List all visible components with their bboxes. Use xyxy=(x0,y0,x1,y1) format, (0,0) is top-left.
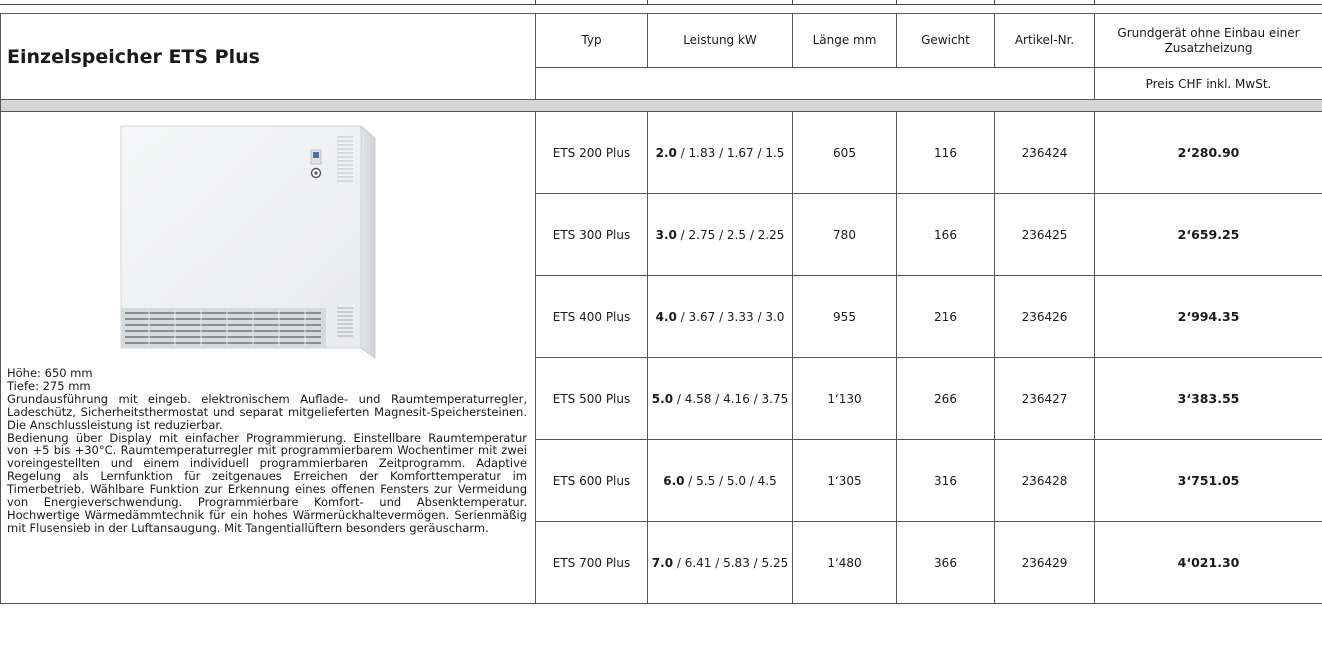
cell-artikel: 236424 xyxy=(994,111,1095,194)
section-divider xyxy=(0,99,1322,112)
description-features: Bedienung über Display mit einfacher Pro… xyxy=(7,430,527,535)
column-header-leistung: Leistung kW xyxy=(647,13,793,68)
cell-leistung: 3.0 / 2.75 / 2.5 / 2.25 xyxy=(647,193,793,276)
cell-gewicht: 166 xyxy=(896,193,995,276)
storage-heater-image xyxy=(113,120,413,363)
air-outlet-grille xyxy=(121,308,326,348)
cell-artikel: 236428 xyxy=(994,439,1095,522)
table-row: ETS 300 Plus 3.0 / 2.75 / 2.5 / 2.25 780… xyxy=(1,193,1322,276)
cell-preis: 2‘994.35 xyxy=(1094,275,1322,358)
power-steps: / 5.5 / 5.0 / 4.5 xyxy=(684,473,777,488)
cell-typ: ETS 400 Plus xyxy=(535,275,648,358)
cell-gewicht: 266 xyxy=(896,357,995,440)
power-main: 6.0 xyxy=(663,473,685,488)
product-price-table: Einzelspeicher ETS Plus Typ Leistung kW … xyxy=(0,13,1322,604)
table-row: ETS 400 Plus 4.0 / 3.67 / 3.33 / 3.0 955… xyxy=(1,275,1322,358)
product-description: Höhe: 650 mm Tiefe: 275 mm Grundausführu… xyxy=(7,367,527,535)
column-header-laenge: Länge mm xyxy=(792,13,897,68)
cell-laenge: 780 xyxy=(792,193,897,276)
cell-preis: 2‘280.90 xyxy=(1094,111,1322,194)
cell-typ: ETS 300 Plus xyxy=(535,193,648,276)
power-steps: / 6.41 / 5.83 / 5.25 xyxy=(673,555,789,570)
table-row: ETS 700 Plus 7.0 / 6.41 / 5.83 / 5.25 1‘… xyxy=(1,521,1322,604)
description-basic: Grundausführung mit eingeb. elektronisch… xyxy=(7,391,527,432)
cell-artikel: 236429 xyxy=(994,521,1095,604)
cell-laenge: 605 xyxy=(792,111,897,194)
cell-leistung: 7.0 / 6.41 / 5.83 / 5.25 xyxy=(647,521,793,604)
cell-leistung: 4.0 / 3.67 / 3.33 / 3.0 xyxy=(647,275,793,358)
cell-gewicht: 216 xyxy=(896,275,995,358)
table-row: ETS 600 Plus 6.0 / 5.5 / 5.0 / 4.5 1‘305… xyxy=(1,439,1322,522)
cell-laenge: 955 xyxy=(792,275,897,358)
cell-typ: ETS 600 Plus xyxy=(535,439,648,522)
power-main: 5.0 xyxy=(651,391,674,406)
column-header-gewicht: Gewicht xyxy=(896,13,995,68)
column-header-grundgeraet: Grundgerät ohne Einbau einer Zusatzheizu… xyxy=(1094,13,1322,68)
cell-laenge: 1‘305 xyxy=(792,439,897,522)
product-info-cell: Höhe: 650 mm Tiefe: 275 mm Grundausführu… xyxy=(0,111,536,604)
power-steps: / 4.58 / 4.16 / 3.75 xyxy=(673,391,789,406)
cell-leistung: 5.0 / 4.58 / 4.16 / 3.75 xyxy=(647,357,793,440)
control-panel xyxy=(310,149,322,179)
cell-laenge: 1‘130 xyxy=(792,357,897,440)
power-main: 7.0 xyxy=(651,555,674,570)
cell-typ: ETS 700 Plus xyxy=(535,521,648,604)
cell-typ: ETS 200 Plus xyxy=(535,111,648,194)
column-header-artikel: Artikel-Nr. xyxy=(994,13,1095,68)
table-row: ETS 500 Plus 5.0 / 4.58 / 4.16 / 3.75 1‘… xyxy=(1,357,1322,440)
cell-preis: 2‘659.25 xyxy=(1094,193,1322,276)
height-spec: Höhe: 650 mm xyxy=(7,366,93,380)
title-cell: Einzelspeicher ETS Plus xyxy=(0,13,536,100)
cell-artikel: 236425 xyxy=(994,193,1095,276)
power-steps: / 2.75 / 2.5 / 2.25 xyxy=(676,227,785,242)
price-currency-label: Preis CHF inkl. MwSt. xyxy=(1094,67,1322,100)
power-main: 2.0 xyxy=(655,145,677,160)
cell-gewicht: 116 xyxy=(896,111,995,194)
previous-table-edge xyxy=(0,0,1322,5)
cell-gewicht: 316 xyxy=(896,439,995,522)
power-main: 4.0 xyxy=(655,309,677,324)
subheader-spacer xyxy=(535,67,1095,100)
cell-leistung: 2.0 / 1.83 / 1.67 / 1.5 xyxy=(647,111,793,194)
cell-leistung: 6.0 / 5.5 / 5.0 / 4.5 xyxy=(647,439,793,522)
header-row: Einzelspeicher ETS Plus Typ Leistung kW … xyxy=(0,13,1322,100)
cell-preis: 4‘021.30 xyxy=(1094,521,1322,604)
power-steps: / 3.67 / 3.33 / 3.0 xyxy=(676,309,785,324)
cell-typ: ETS 500 Plus xyxy=(535,357,648,440)
table-row: Höhe: 650 mm Tiefe: 275 mm Grundausführu… xyxy=(0,111,1322,604)
cell-preis: 3‘383.55 xyxy=(1094,357,1322,440)
power-steps: / 1.83 / 1.67 / 1.5 xyxy=(676,145,785,160)
cell-laenge: 1‘480 xyxy=(792,521,897,604)
cell-preis: 3‘751.05 xyxy=(1094,439,1322,522)
section-divider-row xyxy=(0,99,1322,112)
depth-spec: Tiefe: 275 mm xyxy=(7,378,91,393)
cell-artikel: 236427 xyxy=(994,357,1095,440)
cell-artikel: 236426 xyxy=(994,275,1095,358)
power-main: 3.0 xyxy=(655,227,677,242)
cell-gewicht: 366 xyxy=(896,521,995,604)
column-header-typ: Typ xyxy=(535,13,648,68)
page-title: Einzelspeicher ETS Plus xyxy=(7,45,260,68)
